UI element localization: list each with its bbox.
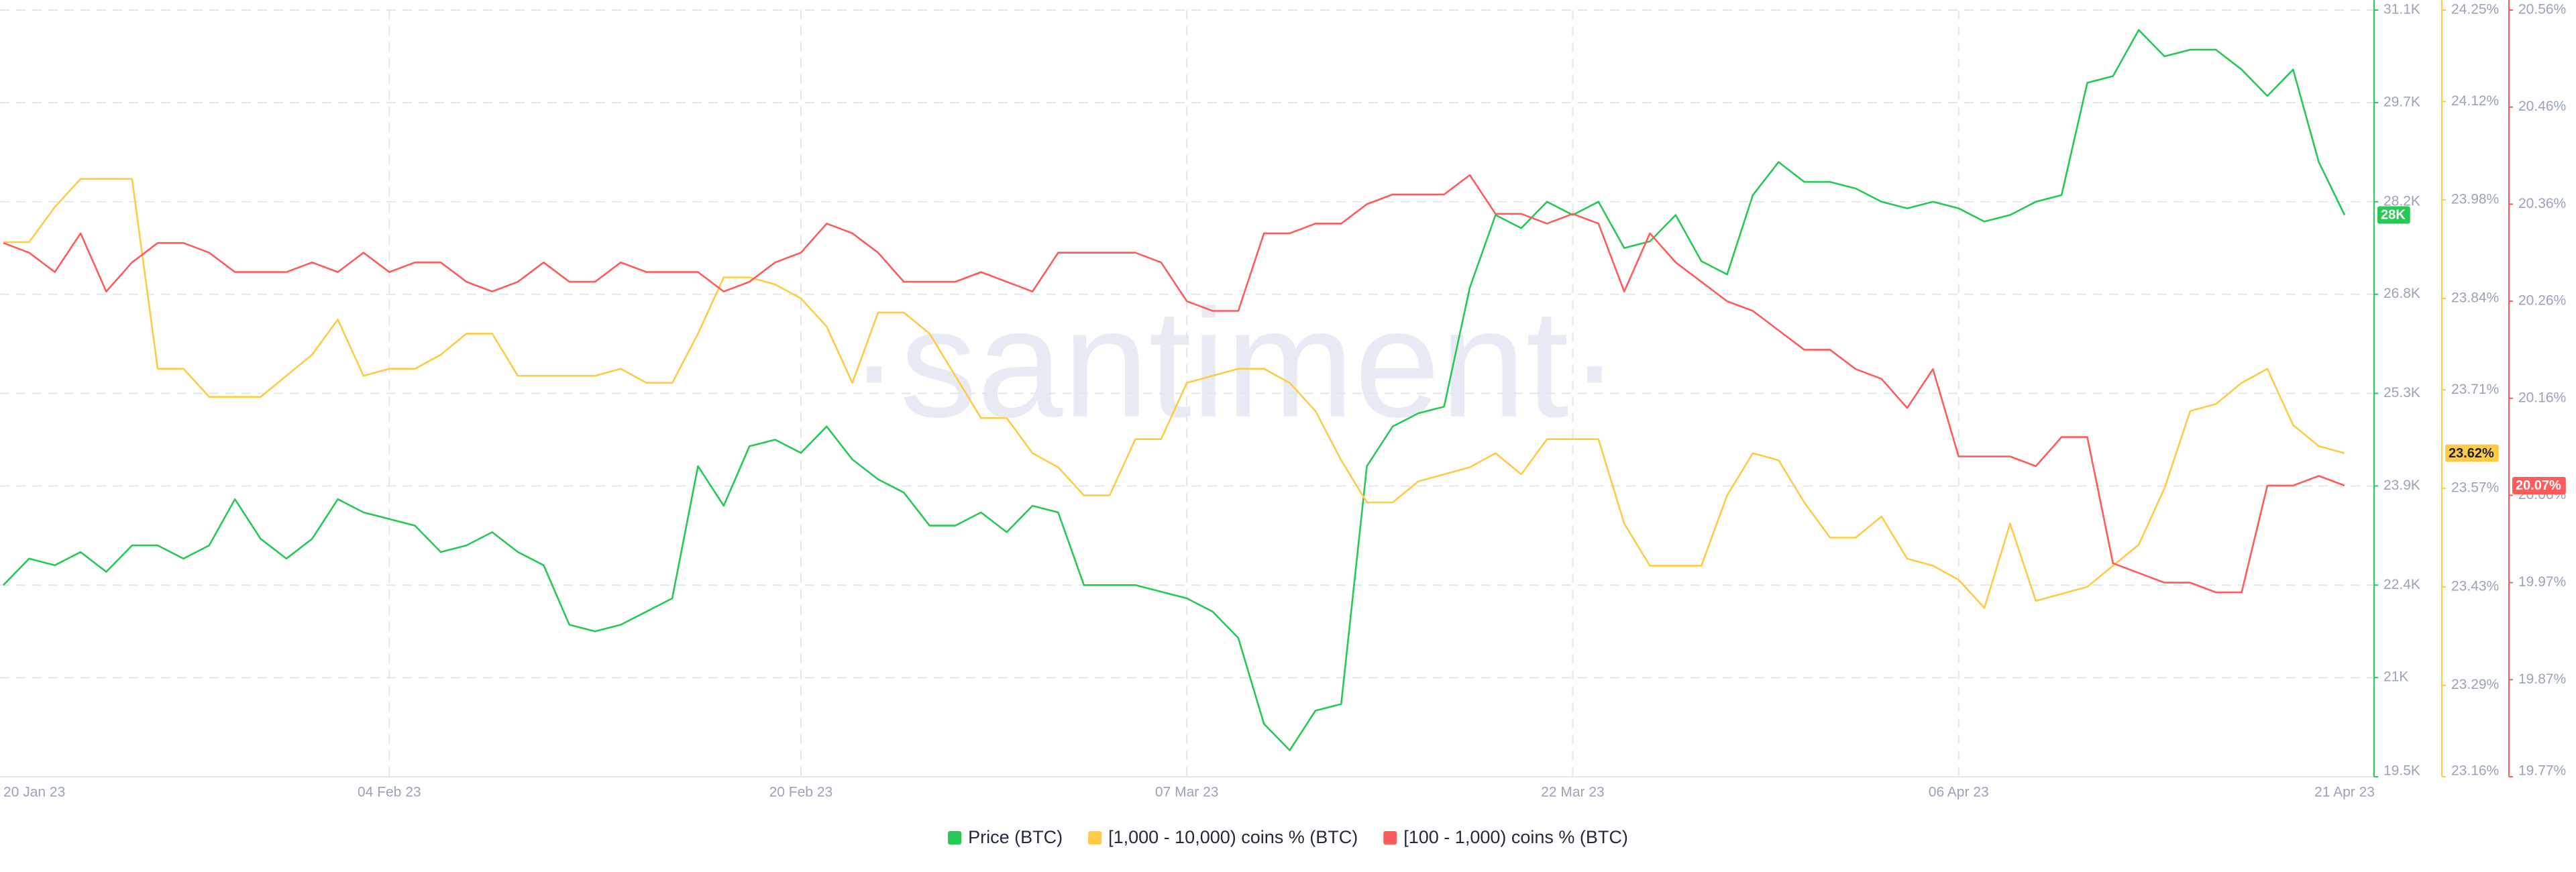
- last-value-badge: 28K: [2377, 206, 2410, 224]
- y-tick-label: 19.97%: [2518, 574, 2566, 590]
- series-line: [3, 174, 2345, 594]
- badge-label: 20.07%: [2516, 478, 2561, 493]
- y-tick-label: 20.36%: [2518, 196, 2566, 211]
- y-tick-label: 25.3K: [2383, 385, 2420, 400]
- x-tick-label: 06 Apr 23: [1929, 785, 1989, 800]
- watermark: ·santiment·: [849, 277, 1620, 449]
- y-tick-label: 23.43%: [2451, 578, 2499, 594]
- badge-label: 23.62%: [2449, 446, 2494, 461]
- y-tick-label: 24.12%: [2451, 93, 2499, 109]
- y-tick-label: 29.7K: [2383, 94, 2420, 109]
- series-line: [3, 178, 2345, 609]
- badge-box: [2512, 476, 2566, 494]
- y-tick-label: 23.71%: [2451, 382, 2499, 397]
- legend-label: Price (BTC): [968, 827, 1063, 847]
- badge-box: [2377, 206, 2410, 224]
- y-tick-label: 19.77%: [2518, 763, 2566, 779]
- y-tick-label: 20.46%: [2518, 99, 2566, 114]
- y-tick-label: 31.1K: [2383, 2, 2420, 17]
- y-tick-label: 23.57%: [2451, 480, 2499, 496]
- legend-swatch: [948, 831, 962, 844]
- legend-swatch: [1088, 831, 1102, 844]
- x-tick-label: 21 Apr 23: [2314, 785, 2375, 800]
- series-line: [3, 29, 2346, 751]
- y-tick-label: 22.4K: [2383, 577, 2420, 592]
- legend-swatch: [1383, 831, 1397, 844]
- y-tick-label: 28.2K: [2383, 193, 2420, 209]
- x-tick-label: 07 Mar 23: [1155, 785, 1219, 800]
- legend-label: [100 - 1,000) coins % (BTC): [1403, 827, 1628, 847]
- x-tick-label: 04 Feb 23: [358, 785, 421, 800]
- y-tick-label: 23.29%: [2451, 677, 2499, 692]
- badge-label: 28K: [2381, 208, 2406, 223]
- y-tick-label: 20.56%: [2518, 2, 2566, 17]
- badge-box: [2445, 444, 2499, 462]
- y-tick-label: 24.25%: [2451, 2, 2499, 17]
- y-tick-label: 20.16%: [2518, 390, 2566, 405]
- legend-label: [1,000 - 10,000) coins % (BTC): [1108, 827, 1358, 847]
- legend: Price (BTC) [1,000 - 10,000) coins % (BTC…: [948, 827, 1628, 847]
- y-tick-label: 23.16%: [2451, 763, 2499, 779]
- y-tick-label: 19.87%: [2518, 671, 2566, 687]
- y-tick-label: 20.26%: [2518, 293, 2566, 309]
- y-tick-label: 21K: [2383, 669, 2408, 685]
- last-value-badge: 20.07%: [2512, 476, 2566, 494]
- y-tick-label: 23.84%: [2451, 290, 2499, 305]
- y-tick-label: 19.5K: [2383, 763, 2420, 779]
- x-tick-label: 22 Mar 23: [1541, 785, 1605, 800]
- y-tick-label: 23.98%: [2451, 192, 2499, 207]
- y-tick-label: 26.8K: [2383, 286, 2420, 301]
- x-tick-label: 20 Jan 23: [3, 785, 65, 800]
- x-tick-label: 20 Feb 23: [769, 785, 833, 800]
- y-tick-label: 23.9K: [2383, 478, 2420, 493]
- last-value-badge: 23.62%: [2445, 444, 2499, 462]
